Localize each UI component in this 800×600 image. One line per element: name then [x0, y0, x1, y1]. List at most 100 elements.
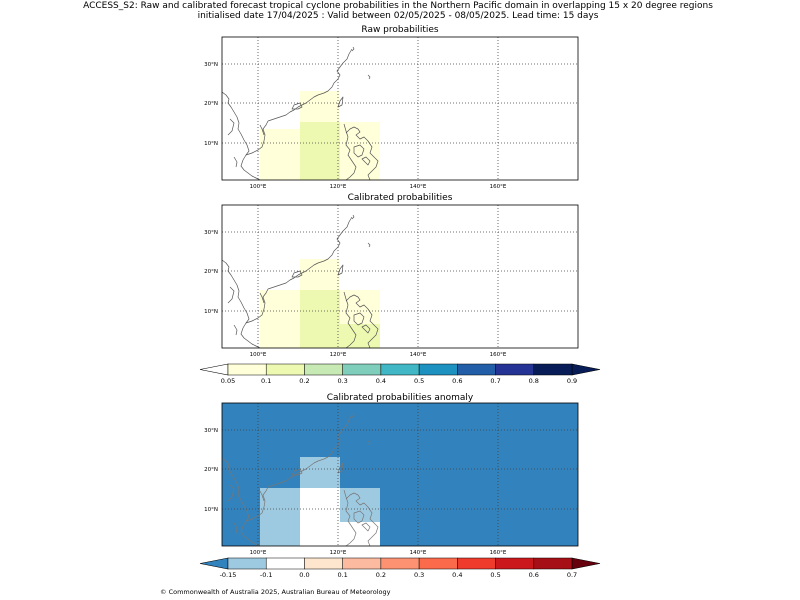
colorbar-tick-label: 0.1 — [337, 571, 347, 579]
figure-title-line1: ACCESS_S2: Raw and calibrated forecast t… — [83, 1, 713, 11]
colorbar-swatch — [227, 557, 267, 570]
longitude-tick-label: 140°E — [410, 184, 427, 190]
colorbar-swatch — [380, 557, 420, 570]
axis-ticks: 100°E 120°E 140°E 160°E 30°N 20°N 10°N — [204, 62, 507, 190]
axis-ticks: 100°E 120°E 140°E 160°E 30°N 20°N 10°N — [204, 428, 507, 556]
colorbar-tick-label: 0.6 — [452, 377, 462, 385]
longitude-tick-label: 120°E — [330, 352, 347, 358]
region-cell — [260, 488, 300, 546]
latitude-tick-label: 10°N — [204, 309, 218, 315]
colorbar-swatch — [265, 363, 305, 376]
colorbar-tick-label: 0.3 — [337, 377, 347, 385]
latitude-tick-label: 30°N — [204, 230, 218, 236]
colorbar-swatch — [457, 363, 496, 376]
panel-title-calibrated: Calibrated probabilities — [348, 193, 453, 203]
latitude-tick-label: 20°N — [204, 467, 218, 473]
colorbar-tick-label: 0.4 — [452, 571, 462, 579]
colorbar-tick-label: 0.2 — [299, 377, 309, 385]
latitude-tick-label: 30°N — [204, 428, 218, 434]
colorbar-swatch — [418, 363, 458, 376]
map-frame — [221, 402, 579, 547]
region-cell — [260, 129, 300, 180]
colorbar-swatch — [304, 557, 343, 570]
region-cell — [300, 259, 340, 290]
latitude-tick-label: 30°N — [204, 62, 218, 68]
latitude-tick-label: 20°N — [204, 269, 218, 275]
map-frame — [221, 36, 579, 181]
coastline — [222, 214, 379, 348]
colorbar-tick-label: 0.7 — [490, 377, 500, 385]
copyright-credit: © Commonwealth of Australia 2025, Austra… — [160, 588, 391, 596]
longitude-tick-label: 100°E — [250, 352, 267, 358]
colorbar-swatch — [457, 557, 496, 570]
anomaly-colorbar: -0.15 -0.1 0.0 0.1 0.2 0.3 0.4 0.5 0.6 0.7 — [199, 557, 601, 579]
panel-title-raw: Raw probabilities — [361, 25, 439, 35]
colorbar-swatch — [495, 363, 535, 376]
raw-probability-regions — [222, 37, 578, 180]
colorbar-tick-label: 0.8 — [529, 377, 539, 385]
colorbar-tick-label: 0.5 — [414, 377, 424, 385]
panel-title-anomaly: Calibrated probabilities anomaly — [327, 393, 474, 403]
colorbar-under-arrow — [199, 557, 229, 570]
probability-colorbar: 0.05 0.1 0.2 0.3 0.4 0.5 0.6 0.7 0.8 0.9 — [199, 363, 601, 385]
longitude-tick-label: 120°E — [330, 184, 347, 190]
coastline — [222, 412, 379, 546]
colorbar-swatch — [304, 363, 343, 376]
colorbar-swatch — [227, 363, 267, 376]
region-cell — [300, 91, 340, 122]
colorbar-swatch — [265, 557, 305, 570]
colorbar-under-arrow — [199, 363, 229, 376]
colorbar-swatch — [342, 363, 382, 376]
region-cell — [300, 122, 340, 180]
region-cell — [340, 324, 380, 348]
calibrated-probability-regions — [222, 205, 578, 348]
colorbar-tick-label: -0.1 — [260, 571, 273, 579]
colorbar-tick-label: -0.15 — [220, 571, 237, 579]
graticule — [222, 403, 578, 546]
region-cell — [260, 290, 300, 348]
colorbar-tick-label: 0.5 — [490, 571, 500, 579]
colorbar-swatch — [495, 557, 535, 570]
longitude-tick-label: 140°E — [410, 550, 427, 556]
longitude-tick-label: 140°E — [410, 352, 427, 358]
coastline — [222, 46, 379, 180]
colorbar-tick-label: 0.1 — [261, 377, 271, 385]
colorbar-tick-label: 0.3 — [414, 571, 424, 579]
colorbar-over-arrow — [571, 557, 601, 570]
latitude-tick-label: 20°N — [204, 101, 218, 107]
colorbar-swatch — [380, 363, 420, 376]
colorbar-tick-label: 0.0 — [299, 571, 309, 579]
anomaly-regions — [222, 403, 578, 546]
colorbar-tick-label: 0.9 — [567, 377, 577, 385]
colorbar-swatch — [533, 363, 573, 376]
colorbar-tick-label: 0.6 — [529, 571, 539, 579]
longitude-tick-label: 160°E — [490, 184, 507, 190]
latitude-tick-label: 10°N — [204, 507, 218, 513]
colorbar-tick-label: 0.4 — [376, 377, 386, 385]
colorbar-tick-label: 0.2 — [376, 571, 386, 579]
longitude-tick-label: 120°E — [330, 550, 347, 556]
colorbar-tick-label: 0.05 — [221, 377, 235, 385]
axis-ticks: 100°E 120°E 140°E 160°E 30°N 20°N 10°N — [204, 230, 507, 358]
longitude-tick-label: 160°E — [490, 550, 507, 556]
region-cell — [300, 488, 340, 546]
raw-probabilities-panel: Raw probabilities 100°E 120°E 140°E 160°E 30… — [204, 25, 579, 190]
latitude-tick-label: 10°N — [204, 141, 218, 147]
graticule — [222, 37, 578, 180]
calibrated-probabilities-panel: Calibrated probabilities 100°E 120°E 140°E… — [204, 193, 579, 358]
figure-title-line2: initialised date 17/04/2025 : Valid betw… — [198, 11, 599, 21]
colorbar-swatch — [418, 557, 458, 570]
region-cell — [300, 290, 340, 348]
graticule — [222, 205, 578, 348]
longitude-tick-label: 160°E — [490, 352, 507, 358]
colorbar-over-arrow — [571, 363, 601, 376]
colorbar-swatch — [533, 557, 573, 570]
colorbar-swatch — [342, 557, 382, 570]
longitude-tick-label: 100°E — [250, 550, 267, 556]
anomaly-panel: Calibrated probabilities anomaly 100°E 12… — [204, 393, 579, 556]
longitude-tick-label: 100°E — [250, 184, 267, 190]
region-cell — [300, 457, 340, 488]
region-cell — [340, 522, 380, 546]
colorbar-tick-label: 0.7 — [567, 571, 577, 579]
